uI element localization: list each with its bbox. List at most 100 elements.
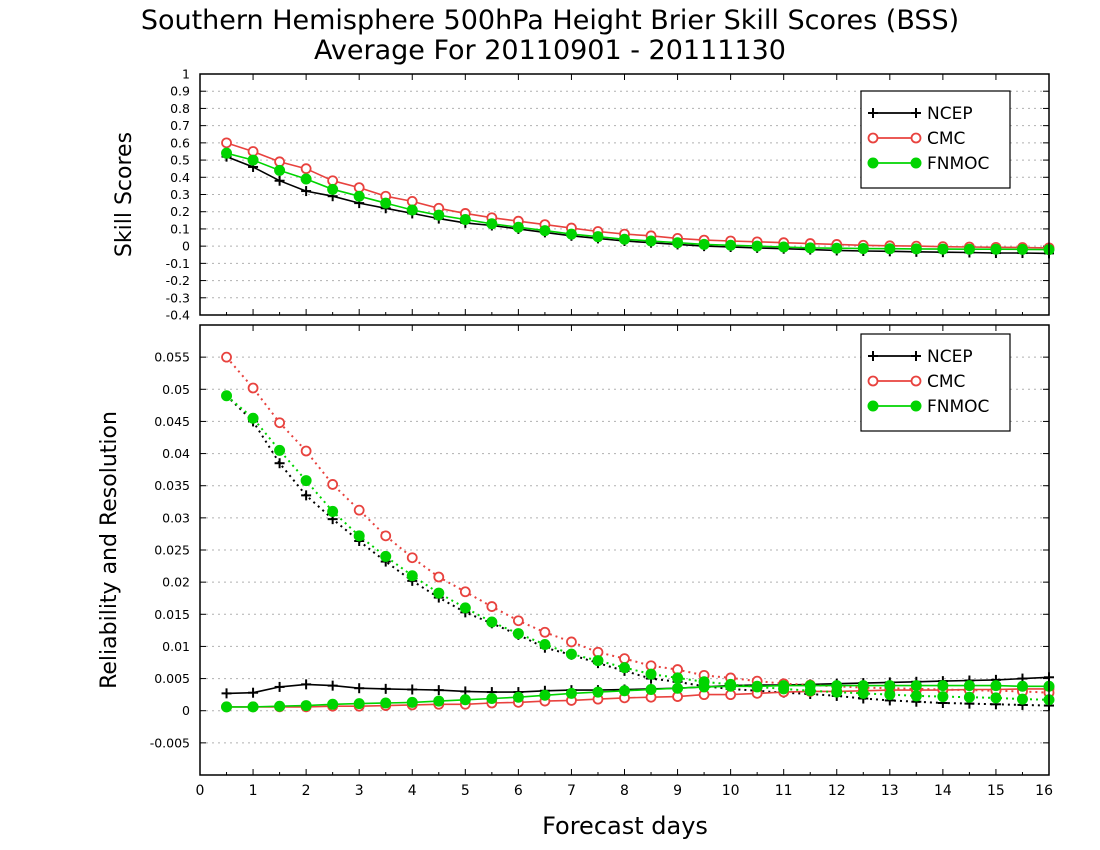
dot-marker [565, 648, 577, 660]
legend-box [860, 90, 1011, 189]
y-tick-label: 1 [182, 67, 190, 82]
x-tick-label: 15 [987, 783, 1005, 799]
dot-marker [327, 505, 339, 517]
dot-marker [274, 164, 286, 176]
y-tick-label: -0.2 [166, 273, 190, 288]
circle-marker [619, 653, 630, 665]
dot-marker [274, 444, 286, 456]
dot-marker [406, 570, 418, 582]
dot-marker [751, 240, 763, 252]
y-tick-label: 0.01 [162, 639, 190, 654]
dot-marker [857, 243, 869, 255]
dot-marker [486, 616, 498, 628]
y-tick-label: 0.6 [170, 135, 190, 150]
dot-marker [645, 235, 657, 247]
legend-label: FNMOC [927, 154, 989, 174]
dot-marker [592, 231, 604, 243]
dot-marker [778, 683, 790, 695]
y-tick-label: 0.045 [154, 414, 190, 429]
circle-marker [221, 137, 232, 149]
dot-marker [380, 697, 392, 709]
dot-marker [459, 694, 471, 706]
y-tick-label: 0.035 [154, 478, 190, 493]
y-axis-label: Reliability and Resolution [97, 411, 122, 689]
dot-marker [778, 241, 790, 253]
dot-marker [247, 701, 259, 713]
dot-marker [867, 157, 879, 169]
y-tick-label: 0.03 [162, 510, 190, 525]
dot-marker [804, 685, 816, 697]
dot-marker [884, 243, 896, 255]
skill-scores-panel: -0.4 -0.3 -0.2 -0.1 0 0.1 0.2 0.3 0.4 0.5 0.6 0.7 0.… [112, 67, 1055, 323]
circle-marker [327, 479, 339, 490]
circle-marker [221, 351, 232, 363]
y-tick-label: 0.02 [162, 575, 190, 590]
dot-marker [565, 687, 577, 699]
circle-marker [539, 626, 551, 638]
x-tick-label: 2 [302, 783, 311, 799]
dot-marker [910, 400, 922, 412]
y-tick-label: -0.005 [150, 735, 190, 750]
x-tick-label: 11 [775, 783, 793, 799]
circle-marker [300, 445, 312, 457]
legend-item-cmc: CMC [867, 372, 965, 392]
legend: NCEP CMC FNMOC [860, 90, 1011, 189]
legend-item-ncep: NCEP [868, 104, 973, 124]
circle-marker [300, 163, 312, 175]
dot-marker [672, 237, 684, 249]
dot-marker [327, 698, 339, 710]
dot-marker [221, 701, 233, 713]
dot-marker [380, 197, 392, 209]
dot-marker [327, 183, 339, 195]
circle-marker [566, 636, 577, 648]
plot-frame [199, 73, 1050, 316]
dot-marker [486, 218, 498, 230]
circle-marker [433, 571, 445, 583]
dot-marker [672, 682, 684, 694]
legend-label: FNMOC [927, 397, 989, 417]
dot-marker [698, 676, 710, 688]
dot-marker [672, 672, 684, 684]
dot-marker [247, 154, 259, 166]
dot-marker [274, 700, 286, 712]
dot-marker [1016, 693, 1028, 705]
dot-marker [937, 691, 949, 703]
dot-marker [857, 687, 869, 699]
x-tick-label: 6 [514, 783, 523, 799]
dot-marker [831, 242, 843, 254]
dot-marker [353, 190, 365, 202]
legend-box [860, 333, 1011, 432]
x-tick-label: 13 [881, 783, 899, 799]
series-fnmoc [221, 147, 1055, 256]
dot-marker [565, 228, 577, 240]
x-axis-label: Forecast days [542, 812, 708, 840]
y-tick-label: 0.4 [170, 170, 190, 185]
dot-marker [300, 475, 312, 487]
x-tick-label: 1 [249, 783, 258, 799]
dot-marker [963, 243, 975, 255]
series-line [225, 394, 1050, 701]
dot-marker [963, 680, 975, 692]
legend-item-ncep: NCEP [868, 347, 973, 367]
dot-marker [963, 691, 975, 703]
y-tick-label: -0.1 [166, 256, 190, 271]
y-tick-label: -0.4 [166, 308, 190, 323]
chart-title: Southern Hemisphere 500hPa Height Brier … [140, 5, 960, 36]
y-tick-label: -0.3 [166, 290, 190, 305]
circle-marker [353, 504, 365, 516]
y-tick-label: 0 [182, 239, 190, 254]
dot-marker [937, 243, 949, 255]
dot-marker [592, 686, 604, 698]
legend: NCEP CMC FNMOC [860, 333, 1011, 432]
dot-marker [910, 690, 922, 702]
dot-marker [353, 698, 365, 710]
dot-marker [486, 693, 498, 704]
reliability-resolution-panel: -0.005 0 0.005 0.01 0.015 0.02 0.025 0.03 0.035 0… [97, 324, 1055, 799]
legend-label: CMC [927, 129, 965, 149]
dot-marker [1016, 680, 1028, 692]
dot-marker [698, 238, 710, 250]
circle-marker [380, 530, 392, 542]
dot-marker [433, 587, 445, 599]
dot-marker [539, 639, 551, 650]
